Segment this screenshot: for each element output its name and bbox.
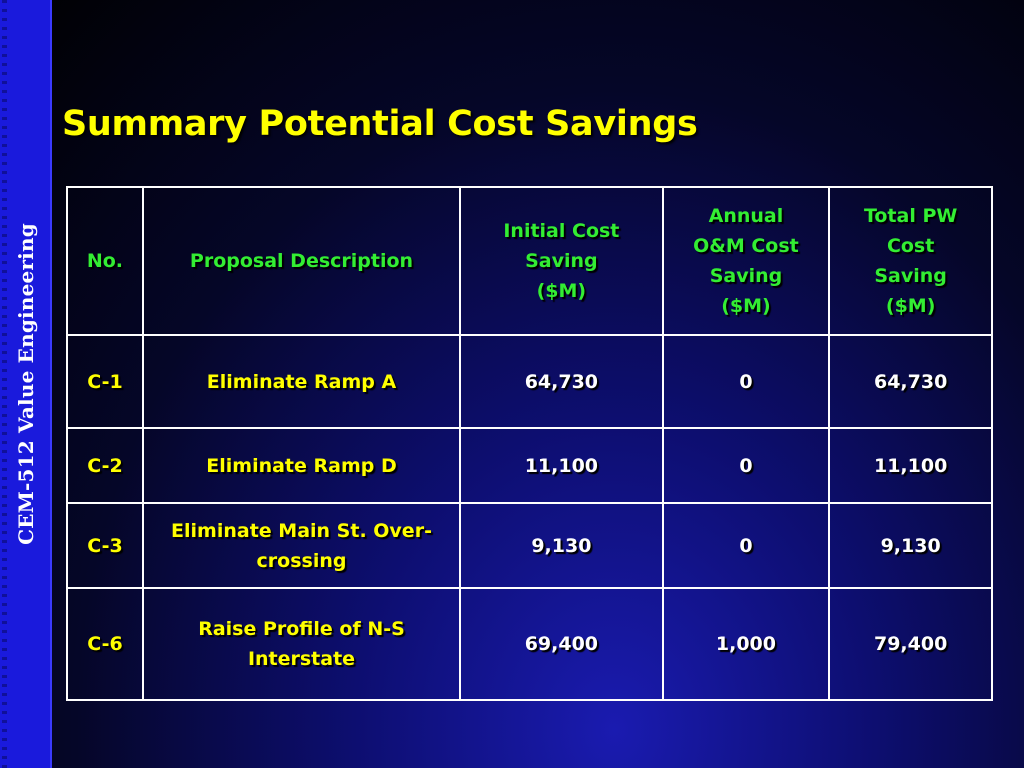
initial-cost-saving: 11,100 xyxy=(459,427,664,504)
annual-om-saving: 0 xyxy=(661,334,831,429)
proposal-number: C-1 xyxy=(66,334,144,429)
table-row: C-1 Eliminate Ramp A 64,730 0 64,730 xyxy=(66,334,993,429)
proposal-number: C-3 xyxy=(66,502,144,589)
header-total-pw-cost: Total PW Cost Saving ($M) xyxy=(828,186,993,336)
proposal-number: C-2 xyxy=(66,427,144,504)
header-no: No. xyxy=(66,186,144,336)
table-row: C-6 Raise Profile of N-S Interstate 69,40… xyxy=(66,587,993,701)
proposal-description: Raise Profile of N-S Interstate xyxy=(141,587,462,701)
sidebar-dot-pattern xyxy=(2,0,7,768)
table-row: C-2 Eliminate Ramp D 11,100 0 11,100 xyxy=(66,427,993,504)
slide-title: Summary Potential Cost Savings xyxy=(62,104,698,144)
sidebar-divider xyxy=(50,0,52,768)
total-pw-saving: 79,400 xyxy=(828,587,993,701)
table-row: C-3 Eliminate Main St. Over-crossing 9,1… xyxy=(66,502,993,589)
header-initial-cost: Initial Cost Saving ($M) xyxy=(459,186,664,336)
proposal-number: C-6 xyxy=(66,587,144,701)
proposal-description: Eliminate Ramp D xyxy=(141,427,462,504)
header-annual-om-cost: Annual O&M Cost Saving ($M) xyxy=(661,186,831,336)
header-description: Proposal Description xyxy=(141,186,462,336)
sidebar-course-label: CEM-512 Value Engineering xyxy=(14,223,38,545)
total-pw-saving: 11,100 xyxy=(828,427,993,504)
total-pw-saving: 9,130 xyxy=(828,502,993,589)
cost-savings-table: No. Proposal Description Initial Cost Sav… xyxy=(66,186,993,701)
initial-cost-saving: 9,130 xyxy=(459,502,664,589)
annual-om-saving: 0 xyxy=(661,502,831,589)
table-header-row: No. Proposal Description Initial Cost Sav… xyxy=(66,186,993,336)
annual-om-saving: 1,000 xyxy=(661,587,831,701)
initial-cost-saving: 64,730 xyxy=(459,334,664,429)
proposal-description: Eliminate Ramp A xyxy=(141,334,462,429)
annual-om-saving: 0 xyxy=(661,427,831,504)
proposal-description: Eliminate Main St. Over-crossing xyxy=(141,502,462,589)
sidebar: CEM-512 Value Engineering xyxy=(0,0,52,768)
initial-cost-saving: 69,400 xyxy=(459,587,664,701)
total-pw-saving: 64,730 xyxy=(828,334,993,429)
